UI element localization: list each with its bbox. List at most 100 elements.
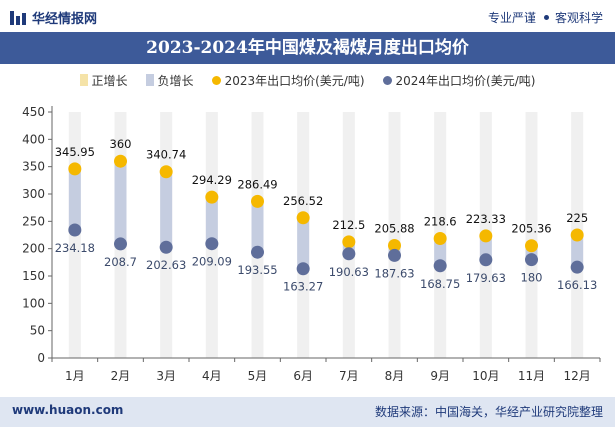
legend-negative-label: 负增长 (157, 73, 194, 88)
point-2024 (433, 259, 447, 273)
point-2023 (479, 229, 493, 243)
data-label-2023: 345.95 (55, 145, 95, 159)
legend-2023-label: 2023年出口均价(美元/吨) (224, 73, 365, 88)
point-2024 (68, 223, 82, 237)
data-label-2024: 234.18 (55, 241, 95, 255)
top-bar: 华经情报网 专业严谨 客观科学 (0, 0, 615, 32)
column-background (525, 112, 538, 358)
negative-change-bar (434, 238, 447, 266)
title-band: 2023-2024年中国煤及褐煤月度出口均价 (0, 32, 615, 64)
point-2024 (479, 253, 493, 267)
data-label-2023: 340.74 (146, 148, 186, 162)
point-2024 (159, 240, 173, 254)
x-tick-label: 5月 (248, 369, 268, 383)
data-label-2023: 286.49 (237, 177, 277, 191)
chart-title: 2023-2024年中国煤及褐煤月度出口均价 (146, 38, 469, 58)
legend-2023-swatch (211, 75, 221, 85)
bullet-icon (543, 15, 549, 20)
data-label-2024: 193.55 (237, 263, 277, 277)
point-2024 (251, 245, 264, 259)
y-tick-label: 100 (22, 296, 45, 310)
point-2024 (205, 237, 219, 251)
legend-2024-label: 2024年出口均价(美元/吨) (395, 73, 536, 88)
footer-source: 数据来源：中国海关，华经产业研究院整理 (374, 405, 603, 419)
point-2024 (525, 253, 538, 267)
point-2023 (114, 154, 127, 168)
legend-positive-label: 正增长 (91, 73, 128, 88)
point-2023 (525, 239, 538, 253)
negative-change-bar (571, 235, 584, 268)
data-label-2023: 205.88 (374, 221, 414, 235)
negative-change-bar (251, 201, 264, 253)
negative-change-bar (479, 235, 492, 260)
legend-2024-swatch (382, 75, 392, 85)
y-tick-label: 300 (22, 187, 45, 201)
data-label-2024: 190.63 (329, 265, 369, 279)
negative-change-bar (297, 217, 310, 269)
x-tick-label: 8月 (385, 369, 405, 383)
data-label-2023: 360 (110, 137, 132, 151)
data-label-2024: 187.63 (374, 266, 414, 280)
x-tick-label: 6月 (293, 369, 313, 383)
legend-2023[interactable]: 2023年出口均价(美元/吨) (211, 70, 365, 90)
data-label-2024: 179.63 (466, 271, 506, 285)
point-2024 (388, 248, 401, 262)
brand-logo[interactable]: 华经情报网 (10, 8, 97, 27)
x-tick-label: 7月 (339, 369, 359, 383)
data-label-2023: 256.52 (283, 194, 323, 208)
y-tick-label: 250 (22, 214, 45, 228)
x-tick-label: 2月 (111, 369, 131, 383)
tagline-right: 客观科学 (554, 11, 603, 25)
column-background (388, 112, 401, 358)
legend-positive[interactable]: 正增长 (79, 70, 128, 90)
data-label-2024: 209.09 (192, 255, 232, 269)
y-tick-label: 400 (22, 132, 45, 146)
y-tick-label: 0 (37, 351, 45, 365)
legend-negative[interactable]: 负增长 (145, 70, 194, 90)
data-label-2024: 168.75 (420, 277, 460, 291)
data-label-2023: 218.6 (424, 214, 457, 228)
x-tick-label: 4月 (202, 369, 222, 383)
negative-change-bar (114, 161, 127, 244)
point-2023 (342, 235, 356, 249)
chart-legend: 正增长 负增长 2023年出口均价(美元/吨) 2024年出口均价(美元/吨) (0, 70, 615, 90)
footer-bar: www.huaon.com 数据来源：中国海关，华经产业研究院整理 (0, 397, 615, 427)
y-tick-label: 350 (22, 160, 45, 174)
x-tick-label: 1月 (65, 369, 85, 383)
negative-change-bar (68, 168, 81, 230)
point-2023 (68, 162, 82, 176)
x-tick-label: 3月 (156, 369, 176, 383)
x-tick-label: 9月 (430, 369, 450, 383)
chart-plot: 0 50 100 150 200 250 300 350 400 450 1月 2月 3月 4月 5月 6月 7… (22, 105, 601, 383)
data-label-2024: 163.27 (283, 280, 323, 294)
data-label-2023: 225 (566, 211, 588, 225)
point-2023 (388, 238, 401, 252)
point-2024 (570, 260, 584, 274)
y-tick-label: 450 (22, 105, 45, 119)
point-2023 (205, 190, 219, 204)
data-label-2023: 212.5 (332, 218, 365, 232)
y-tick-label: 50 (30, 324, 45, 338)
point-2024 (114, 237, 127, 251)
data-label-2023: 205.36 (511, 222, 551, 236)
negative-change-bar (205, 197, 218, 244)
point-2023 (296, 211, 310, 225)
data-label-2023: 294.29 (192, 173, 232, 187)
data-label-2024: 166.13 (557, 278, 597, 292)
negative-change-bar (160, 171, 173, 248)
data-label-2024: 202.63 (146, 258, 186, 272)
point-2023 (159, 165, 173, 179)
footer-site-link[interactable]: www.huaon.com (12, 403, 124, 417)
x-tick-label: 12月 (564, 369, 591, 383)
point-2024 (296, 262, 310, 276)
legend-positive-swatch (79, 74, 88, 86)
data-label-2024: 180 (521, 271, 543, 285)
y-tick-label: 150 (22, 269, 45, 283)
data-label-2024: 208.7 (104, 255, 137, 269)
point-2023 (433, 231, 447, 245)
bar-chart-icon (10, 10, 26, 25)
legend-2024[interactable]: 2024年出口均价(美元/吨) (382, 70, 536, 90)
tagline: 专业严谨 客观科学 (488, 9, 603, 26)
column-background (342, 112, 355, 358)
data-label-2023: 223.33 (466, 212, 506, 226)
